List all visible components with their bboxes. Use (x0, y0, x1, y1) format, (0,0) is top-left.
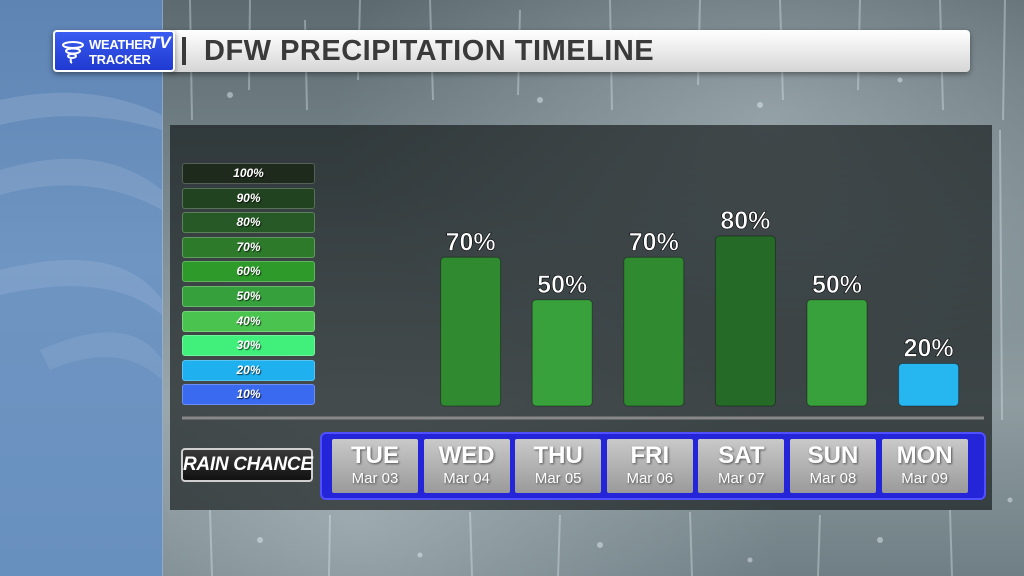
rain-chance-label: RAIN CHANCE (181, 448, 313, 482)
legend-item: 60% (182, 261, 315, 283)
bar-value-label: 50% (537, 271, 587, 299)
day-name: SAT (718, 442, 765, 469)
page-title: DFW PRECIPITATION TIMELINE (204, 35, 655, 67)
rain-chance-bar (440, 256, 502, 407)
bar-value-label: 50% (812, 271, 862, 299)
legend-item: 30% (182, 335, 315, 357)
day-name: SUN (807, 442, 859, 469)
legend-item: 80% (182, 212, 315, 234)
precipitation-bar-chart: 70%50%70%80%50%20% (182, 207, 984, 420)
day-cell: FRI Mar 06 (606, 439, 693, 493)
tornado-icon (62, 41, 84, 64)
title-separator (182, 37, 186, 65)
legend-item: 100% (182, 163, 315, 184)
rain-chance-bar (714, 235, 776, 407)
day-date: Mar 09 (901, 470, 948, 487)
day-date: Mar 07 (718, 470, 765, 487)
bar-value-label: 70% (446, 228, 496, 256)
title-bar: DFW PRECIPITATION TIMELINE (170, 30, 970, 72)
day-cell: MON Mar 09 (881, 439, 968, 493)
hurricane-swirl-graphic (0, 92, 162, 380)
day-name: MON (896, 442, 953, 469)
left-decorative-panel (0, 0, 163, 576)
day-cell: THU Mar 05 (515, 439, 602, 493)
day-cell: SUN Mar 08 (790, 439, 876, 493)
logo-text-tv: TV (149, 33, 171, 52)
rain-chance-bar (623, 256, 685, 407)
legend-item: 90% (182, 187, 315, 209)
day-cell: SAT Mar 07 (698, 439, 785, 493)
rain-chance-bar (898, 363, 960, 407)
day-name: THU (533, 442, 583, 469)
day-name: TUE (351, 442, 399, 469)
weather-tracker-logo: WEATHER TRACKER TV (53, 30, 175, 72)
legend-item: 40% (182, 310, 315, 332)
bar-value-label: 70% (629, 228, 679, 256)
day-cell: WED Mar 04 (423, 439, 510, 493)
day-name: WED (438, 442, 495, 469)
day-cell: TUE Mar 03 (332, 439, 418, 493)
day-date: Mar 05 (534, 470, 582, 487)
day-name: FRI (630, 442, 670, 469)
legend-item: 10% (182, 384, 315, 406)
rain-chance-bar (806, 299, 868, 407)
days-timeline: TUE Mar 03 WED Mar 04 THU Mar 05 FRI Mar 06 SAT M… (320, 432, 986, 500)
day-date: Mar 03 (351, 470, 399, 487)
bar-value-label: 80% (720, 207, 770, 235)
bar-value-label: 20% (904, 335, 954, 363)
day-date: Mar 04 (443, 470, 490, 487)
logo-text-weather: WEATHER (89, 37, 152, 52)
day-date: Mar 08 (809, 470, 857, 487)
legend-item: 50% (182, 286, 315, 307)
legend-item: 20% (182, 359, 315, 381)
logo-text-tracker: TRACKER (89, 52, 151, 67)
rain-chance-bar (531, 299, 593, 407)
day-date: Mar 06 (626, 470, 674, 487)
legend-item: 70% (182, 236, 315, 258)
